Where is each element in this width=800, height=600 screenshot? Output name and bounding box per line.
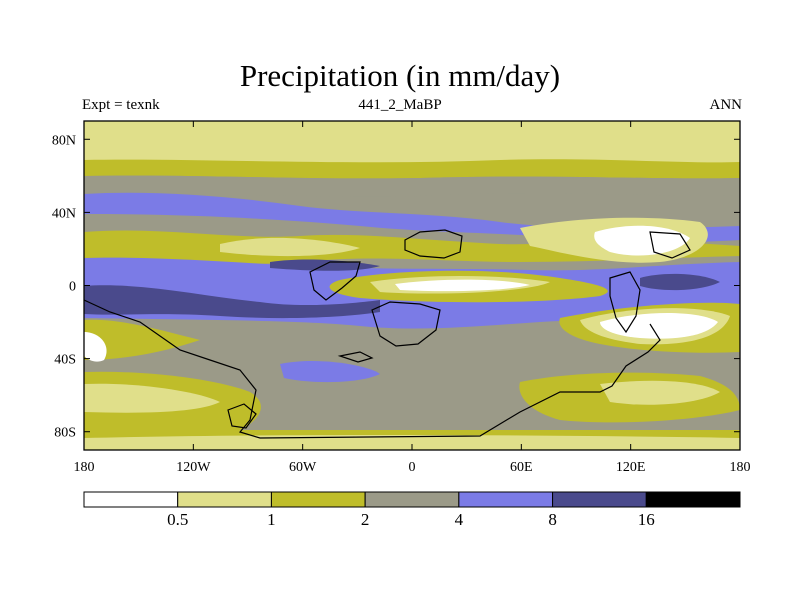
colorbar-label: 1 bbox=[267, 510, 276, 529]
colorbar-swatch bbox=[645, 491, 741, 508]
lat-tick-label: 40S bbox=[54, 353, 76, 368]
colorbar-swatch bbox=[83, 491, 179, 508]
latitude-axis: 80N 40N 0 40S 80S bbox=[52, 133, 740, 441]
colorbar-label: 2 bbox=[361, 510, 370, 529]
lon-tick-label: 60W bbox=[289, 460, 317, 475]
lat-tick-label: 40N bbox=[52, 206, 76, 221]
lon-tick-label: 120E bbox=[616, 460, 646, 475]
colorbar-swatch bbox=[458, 491, 554, 508]
plot-title: Precipitation (in mm/day) bbox=[239, 58, 561, 93]
colorbar-label: 0.5 bbox=[167, 510, 188, 529]
colorbar-swatch bbox=[552, 491, 647, 508]
lat-tick-label: 80N bbox=[52, 133, 76, 148]
lon-tick-label: 180 bbox=[74, 460, 95, 475]
colorbar-swatch bbox=[364, 491, 460, 508]
lon-tick-label: 0 bbox=[409, 460, 416, 475]
lat-tick-label: 0 bbox=[69, 280, 76, 295]
colorbar-swatch bbox=[270, 491, 366, 508]
lon-tick-label: 60E bbox=[510, 460, 533, 475]
period-label: 441_2_MaBP bbox=[358, 97, 442, 113]
lon-tick-label: 120W bbox=[176, 460, 211, 475]
colorbar-label: 16 bbox=[638, 510, 655, 529]
lat-tick-label: 80S bbox=[54, 426, 76, 441]
colorbar-label: 4 bbox=[455, 510, 464, 529]
colorbar-label: 8 bbox=[548, 510, 557, 529]
lon-tick-label: 180 bbox=[730, 460, 751, 475]
colorbar: 0.5 1 2 4 8 16 bbox=[83, 491, 741, 529]
longitude-axis: 180 120W 60W 0 60E 120E 180 bbox=[74, 121, 751, 475]
coastlines bbox=[84, 229, 691, 439]
colorbar-swatch bbox=[177, 491, 272, 508]
season-label: ANN bbox=[709, 97, 743, 113]
experiment-label: Expt = texnk bbox=[82, 97, 160, 113]
contour-field bbox=[84, 121, 740, 450]
